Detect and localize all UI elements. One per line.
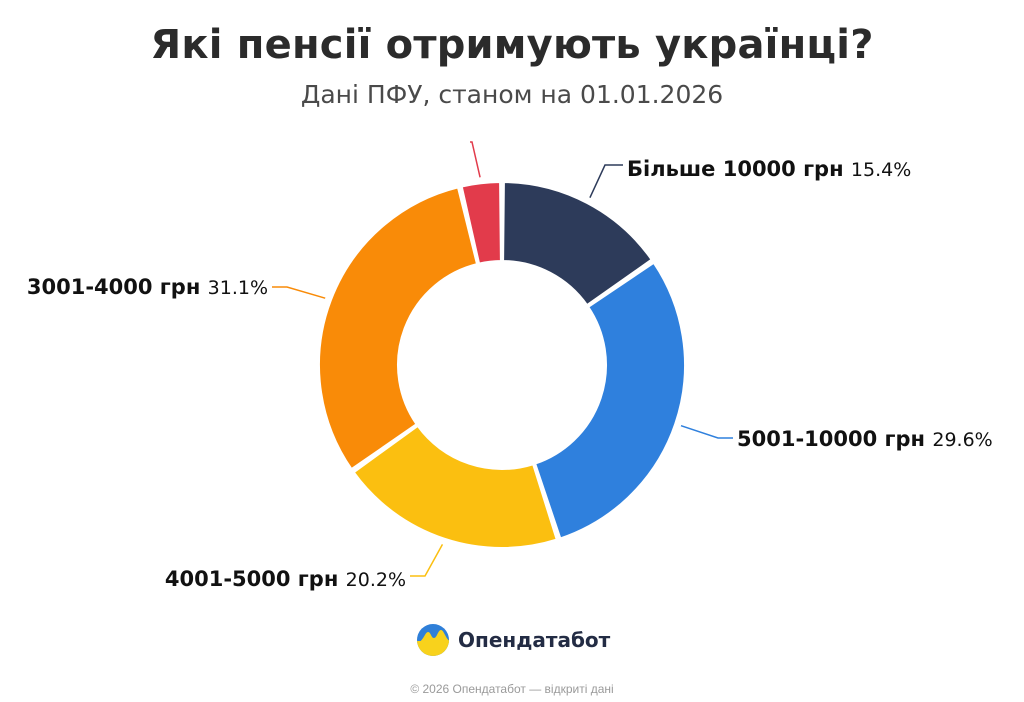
chart-subtitle: Дані ПФУ, станом на 01.01.2026 bbox=[300, 80, 724, 109]
slice-label-name: 5001-10000 грн bbox=[737, 427, 932, 451]
donut-slice bbox=[352, 424, 558, 549]
opendatabot-logo-icon bbox=[417, 624, 449, 656]
slice-label-value: 20.2% bbox=[346, 569, 406, 591]
slice-label-value: 31.1% bbox=[208, 277, 268, 299]
donut-slice bbox=[502, 181, 653, 307]
donut-slice bbox=[460, 181, 502, 265]
footer-copyright: © 2026 Опендатабот — відкриті дані bbox=[410, 682, 614, 696]
leader-line bbox=[589, 164, 623, 199]
slice-label: 5001-10000 грн 29.6% bbox=[737, 427, 993, 451]
donut-slices bbox=[317, 181, 686, 549]
slice-label-value: 15.4% bbox=[851, 159, 911, 181]
chart-title: Які пенсії отримують українці? bbox=[150, 22, 874, 68]
brand: Опендатабот bbox=[416, 622, 610, 658]
brand-name: Опендатабот bbox=[458, 628, 611, 652]
leader-line bbox=[410, 544, 444, 577]
leader-line bbox=[680, 424, 733, 439]
donut-slice bbox=[534, 261, 686, 540]
slice-label-value: 29.6% bbox=[932, 429, 992, 451]
slice-label-name: 3001-4000 грн bbox=[27, 275, 208, 299]
slice-label: 3001-4000 грн 31.1% bbox=[27, 275, 268, 299]
leader-line bbox=[470, 141, 481, 178]
slice-label-name: 4001-5000 грн bbox=[165, 567, 346, 591]
slice-labels: Більше 10000 грн 15.4% 5001-10000 грн 29.… bbox=[27, 157, 993, 591]
slice-label-name: Більше 10000 грн bbox=[627, 157, 851, 181]
slice-label: Більше 10000 грн 15.4% bbox=[627, 157, 911, 181]
leader-lines bbox=[272, 141, 733, 577]
slice-label: 4001-5000 грн 20.2% bbox=[165, 567, 406, 591]
leader-line bbox=[272, 286, 326, 299]
donut-slice bbox=[317, 186, 478, 471]
